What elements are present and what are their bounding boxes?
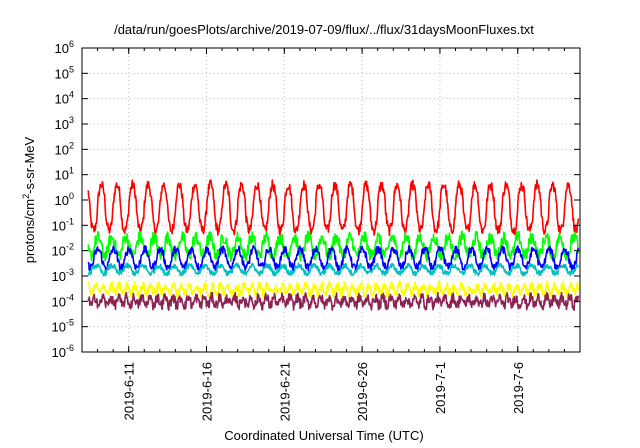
y-tick-label: 10-5 xyxy=(52,318,74,335)
y-axis-label-unit: protons/cm xyxy=(22,199,37,263)
x-axis-ticks: 2019-6-11 2019-6-16 2019-6-21 2019-6-26 2019… xyxy=(97,48,565,421)
x-tick-label: 2019-6-21 xyxy=(277,362,292,421)
y-tick-label: 102 xyxy=(55,140,74,157)
y-tick-label: 106 xyxy=(55,39,74,56)
y-axis-ticks: 10-6 10-5 10-4 10-3 10-2 10-1 100 101 102 103 104 1… xyxy=(52,39,580,360)
y-tick-label: 103 xyxy=(55,115,74,132)
y-tick-label: 10-1 xyxy=(52,216,74,233)
y-tick-label: 10-3 xyxy=(52,267,74,284)
y-axis-label-rest: -s-sr-MeV xyxy=(22,136,37,193)
y-tick-label: 10-4 xyxy=(52,292,74,309)
x-tick-label: 2019-7-1 xyxy=(433,362,448,414)
x-tick-label: 2019-6-11 xyxy=(122,362,137,420)
y-tick-label: 10-2 xyxy=(52,242,74,259)
y-axis-label: protons/cm2-s-sr-MeV xyxy=(21,136,37,263)
y-axis-label-exponent: 2 xyxy=(21,194,31,199)
series-line-4 xyxy=(87,262,580,277)
series-lines xyxy=(87,179,580,311)
x-tick-label: 2019-6-26 xyxy=(355,362,370,421)
series-line-6 xyxy=(87,291,580,311)
series-line-3 xyxy=(87,244,580,272)
y-tick-label: 101 xyxy=(55,166,74,183)
y-tick-label: 105 xyxy=(55,64,74,81)
x-tick-label: 2019-7-6 xyxy=(511,362,526,414)
chart-title: /data/run/goesPlots/archive/2019-07-09/f… xyxy=(114,22,534,37)
y-tick-label: 10-6 xyxy=(52,343,74,360)
y-tick-label: 100 xyxy=(55,191,74,208)
series-line-1 xyxy=(87,179,580,237)
y-tick-label: 104 xyxy=(55,90,74,107)
series-line-2 xyxy=(87,230,580,263)
x-tick-label: 2019-6-16 xyxy=(200,362,215,421)
x-axis-label: Coordinated Universal Time (UTC) xyxy=(224,428,423,443)
series-line-5 xyxy=(87,280,580,299)
